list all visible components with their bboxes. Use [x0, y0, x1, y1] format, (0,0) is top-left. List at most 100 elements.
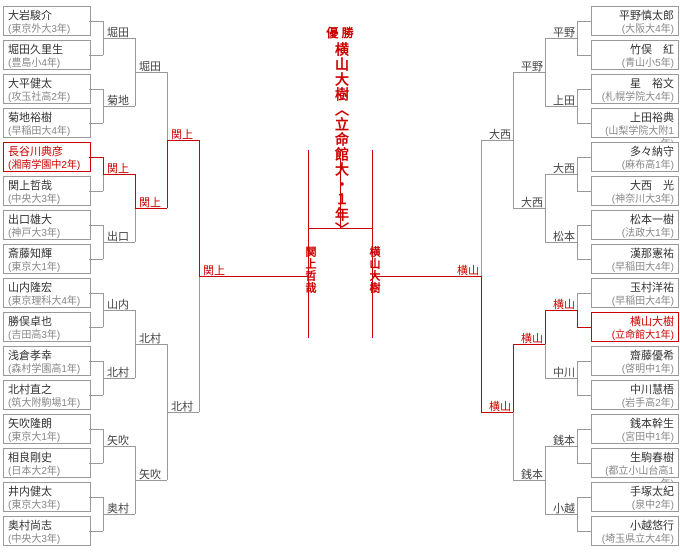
- bracket-line: [167, 72, 168, 140]
- winner-label: 銭本: [521, 466, 543, 482]
- bracket-line: [89, 429, 103, 430]
- player-name: 出口雄大: [8, 213, 86, 227]
- player-name: 平野慎太郎: [596, 9, 674, 23]
- player-detail: (東京大1年): [8, 261, 86, 274]
- player-detail: (森村学園高1年): [8, 363, 86, 376]
- player-detail: (宮田中1年): [596, 431, 674, 444]
- bracket-line: [545, 480, 546, 514]
- bracket-line: [577, 293, 591, 294]
- player-box: 勝俣卓也(吉田高3年): [3, 312, 91, 342]
- winner-label: 菊地: [107, 92, 129, 108]
- bracket-line: [577, 157, 578, 174]
- winner-label: 大西: [521, 194, 543, 210]
- bracket-line: [199, 276, 200, 412]
- player-box: 井内健太(東京大3年): [3, 482, 91, 512]
- winner-label: 松本: [553, 228, 575, 244]
- player-detail: (大阪大4年): [596, 23, 674, 36]
- bracket-line: [103, 310, 104, 327]
- winner-label: 奥村: [107, 500, 129, 516]
- player-name: 長谷川典彦: [8, 145, 86, 159]
- bracket-line: [135, 344, 136, 378]
- bracket-line: [89, 395, 103, 396]
- bracket-line: [103, 429, 104, 446]
- bracket-line: [577, 38, 578, 55]
- winner-label: 関上: [171, 126, 193, 142]
- player-name: 齋藤優希: [596, 349, 674, 363]
- bracket-line: [481, 276, 482, 412]
- bracket-line: [103, 293, 104, 310]
- bracket-line: [577, 361, 591, 362]
- player-box: 星 裕文(札幌学院大4年): [591, 74, 679, 104]
- bracket-line: [135, 310, 136, 344]
- player-detail: (立命館大1年): [596, 329, 674, 342]
- bracket-line: [481, 140, 482, 276]
- player-detail: (早稲田大4年): [596, 295, 674, 308]
- player-detail: (中央大3年): [8, 193, 86, 206]
- player-detail: (豊島小4年): [8, 57, 86, 70]
- bracket-line: [577, 310, 578, 327]
- bracket-line: [577, 106, 578, 123]
- bracket-line: [135, 480, 136, 514]
- bracket-line: [577, 191, 591, 192]
- player-box: 生駒春樹(都立小山台高1年): [591, 448, 679, 478]
- finalist-left: 関上哲哉: [302, 246, 318, 294]
- player-detail: (札幌学院大4年): [596, 91, 674, 104]
- player-name: 銭本幹生: [596, 417, 674, 431]
- bracket-line: [89, 463, 103, 464]
- player-detail: (攻玉社高2年): [8, 91, 86, 104]
- bracket-line: [89, 293, 103, 294]
- bracket-line: [103, 21, 104, 38]
- champion-name: 横山大樹〈立命館大・１年〉: [332, 42, 352, 237]
- player-name: 松本一樹: [596, 213, 674, 227]
- player-detail: (東京大1年): [8, 431, 86, 444]
- player-detail: (埼玉県立大4年): [596, 533, 674, 546]
- player-name: 相良剛史: [8, 451, 86, 465]
- player-detail: (中央大3年): [8, 533, 86, 546]
- bracket-line: [577, 395, 591, 396]
- winner-label: 矢吹: [139, 466, 161, 482]
- player-name: 北村直之: [8, 383, 86, 397]
- winner-label: 銭本: [553, 432, 575, 448]
- player-detail: (日本大2年): [8, 465, 86, 478]
- champion-label: 優 勝: [326, 24, 354, 41]
- winner-label: 横山: [489, 398, 511, 414]
- player-name: 大岩駿介: [8, 9, 86, 23]
- winner-label: 中川: [553, 364, 575, 380]
- winner-label: 関上: [107, 160, 129, 176]
- bracket-line: [577, 293, 578, 310]
- winner-label: 大西: [553, 160, 575, 176]
- winner-label: 関上: [139, 194, 161, 210]
- bracket-line: [577, 429, 591, 430]
- player-box: 出口雄大(神戸大3年): [3, 210, 91, 240]
- bracket-line: [231, 276, 308, 277]
- player-name: 斎藤知輝: [8, 247, 86, 261]
- player-detail: (神戸大3年): [8, 227, 86, 240]
- player-name: 山内隆宏: [8, 281, 86, 295]
- winner-label: 平野: [553, 24, 575, 40]
- player-box: 手塚太紀(泉中2年): [591, 482, 679, 512]
- player-box: 銭本幹生(宮田中1年): [591, 414, 679, 444]
- bracket-line: [167, 344, 168, 412]
- player-name: 横山大樹: [596, 315, 674, 329]
- bracket-line: [135, 72, 136, 106]
- bracket-line: [89, 497, 103, 498]
- bracket-line: [89, 157, 103, 158]
- bracket-line: [103, 174, 104, 191]
- bracket-line: [545, 446, 546, 480]
- tournament-bracket: 大岩駿介(東京外大3年)堀田久里生(豊島小4年)大平健太(攻玉社高2年)菊地裕樹…: [0, 0, 680, 555]
- winner-label: 横山: [553, 296, 575, 312]
- bracket-line: [89, 361, 103, 362]
- winner-label: 北村: [107, 364, 129, 380]
- player-box: 小越悠行(埼玉県立大4年): [591, 516, 679, 546]
- bracket-line: [103, 89, 104, 106]
- player-box: 大平健太(攻玉社高2年): [3, 74, 91, 104]
- player-box: 奥村尚志(中央大3年): [3, 516, 91, 546]
- bracket-line: [135, 174, 136, 208]
- player-box: 齋藤優希(啓明中1年): [591, 346, 679, 376]
- player-detail: (早稲田大4年): [596, 261, 674, 274]
- bracket-line: [135, 208, 136, 242]
- player-box: 矢吹隆朗(東京大1年): [3, 414, 91, 444]
- bracket-line: [103, 378, 104, 395]
- bracket-line: [103, 38, 104, 55]
- player-box: 長谷川典彦(湘南学園中2年): [3, 142, 91, 172]
